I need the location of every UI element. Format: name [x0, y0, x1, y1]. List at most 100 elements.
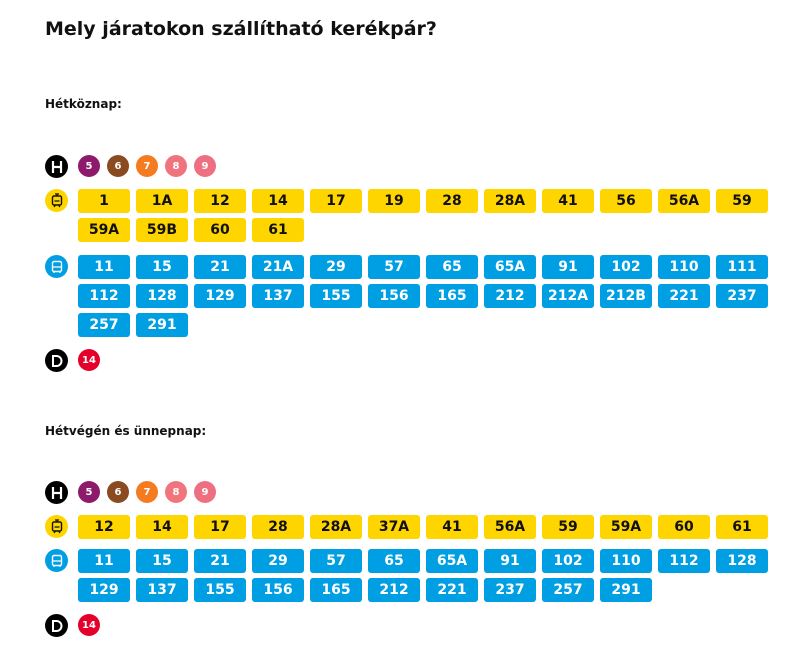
bus-line-chip: 156	[368, 284, 420, 308]
boat-line-badge: 14	[78, 614, 100, 636]
weekend-bus-chips: 11 15 21 29 57 65 65A 91 102 110 112 128 129 137 155 15…	[78, 549, 768, 602]
bus-line-chip: 129	[194, 284, 246, 308]
hev-line-badge: 6	[107, 481, 129, 503]
tram-line-chip: 59	[542, 515, 594, 539]
weekday-bus-row: 11 15 21 21A 29 57 65 65A 91 102 110 111 112 128 129 13…	[45, 255, 768, 337]
hev-line-badge: 9	[194, 481, 216, 503]
bus-line-chip: 15	[136, 255, 188, 279]
tram-line-chip: 56A	[658, 189, 710, 213]
bus-line-chip: 212B	[600, 284, 652, 308]
bus-line-chip: 112	[78, 284, 130, 308]
page-title: Mely járatokon szállítható kerékpár?	[45, 18, 437, 40]
tram-line-chip: 17	[194, 515, 246, 539]
bus-line-chip: 65	[368, 549, 420, 573]
bus-line-chip: 21	[194, 255, 246, 279]
bus-icon	[45, 549, 68, 572]
hev-line-badge: 7	[136, 481, 158, 503]
tram-line-chip: 56A	[484, 515, 536, 539]
tram-line-chip: 61	[252, 218, 304, 242]
weekday-boat-row: 14	[45, 349, 107, 372]
tram-line-chip: 59A	[78, 218, 130, 242]
weekend-tram-row: 12 14 17 28 28A 37A 41 56A 59 59A 60 61	[45, 515, 768, 539]
hev-line-badge: 5	[78, 481, 100, 503]
bus-line-chip: 129	[78, 578, 130, 602]
bus-line-chip: 156	[252, 578, 304, 602]
hev-icon	[45, 481, 68, 504]
tram-line-chip: 41	[542, 189, 594, 213]
bus-line-chip: 212A	[542, 284, 594, 308]
tram-line-chip: 1A	[136, 189, 188, 213]
bus-line-chip: 102	[600, 255, 652, 279]
boat-icon	[45, 614, 68, 637]
tram-line-chip: 19	[368, 189, 420, 213]
bus-line-chip: 15	[136, 549, 188, 573]
bus-line-chip: 65A	[426, 549, 478, 573]
bus-line-chip: 237	[484, 578, 536, 602]
bus-line-chip: 111	[716, 255, 768, 279]
hev-line-badge: 6	[107, 155, 129, 177]
weekend-boat-list: 14	[78, 614, 107, 636]
bus-line-chip: 21	[194, 549, 246, 573]
tram-icon	[45, 515, 68, 538]
bus-line-chip: 110	[600, 549, 652, 573]
tram-line-chip: 59A	[600, 515, 652, 539]
bus-line-chip: 65	[426, 255, 478, 279]
bus-line-chip: 91	[542, 255, 594, 279]
hev-line-badge: 8	[165, 481, 187, 503]
bus-line-chip: 221	[658, 284, 710, 308]
tram-line-chip: 56	[600, 189, 652, 213]
bus-line-chip: 257	[542, 578, 594, 602]
tram-icon	[45, 189, 68, 212]
bus-line-chip: 102	[542, 549, 594, 573]
tram-line-chip: 28A	[310, 515, 362, 539]
bus-line-chip: 237	[716, 284, 768, 308]
bus-line-chip: 29	[310, 255, 362, 279]
boat-icon	[45, 349, 68, 372]
tram-line-chip: 28	[426, 189, 478, 213]
tram-line-chip: 14	[136, 515, 188, 539]
bus-line-chip: 128	[136, 284, 188, 308]
tram-line-chip: 28	[252, 515, 304, 539]
tram-line-chip: 1	[78, 189, 130, 213]
bus-line-chip: 212	[484, 284, 536, 308]
bus-line-chip: 29	[252, 549, 304, 573]
tram-line-chip: 59B	[136, 218, 188, 242]
weekday-tram-chips: 1 1A 12 14 17 19 28 28A 41 56 56A 59 59A 59B 60 61	[78, 189, 768, 242]
bus-line-chip: 257	[78, 313, 130, 337]
bus-line-chip: 155	[194, 578, 246, 602]
weekend-bus-row: 11 15 21 29 57 65 65A 91 102 110 112 128 129 137 155 15…	[45, 549, 768, 602]
tram-line-chip: 60	[194, 218, 246, 242]
hev-icon	[45, 155, 68, 178]
weekend-tram-chips: 12 14 17 28 28A 37A 41 56A 59 59A 60 61	[78, 515, 768, 539]
tram-line-chip: 61	[716, 515, 768, 539]
bus-line-chip: 65A	[484, 255, 536, 279]
tram-line-chip: 60	[658, 515, 710, 539]
tram-line-chip: 28A	[484, 189, 536, 213]
tram-line-chip: 12	[78, 515, 130, 539]
bus-line-chip: 165	[310, 578, 362, 602]
bus-line-chip: 11	[78, 255, 130, 279]
bus-line-chip: 128	[716, 549, 768, 573]
tram-line-chip: 12	[194, 189, 246, 213]
boat-line-badge: 14	[78, 349, 100, 371]
weekend-boat-row: 14	[45, 614, 107, 637]
tram-line-chip: 37A	[368, 515, 420, 539]
bus-line-chip: 57	[368, 255, 420, 279]
bus-line-chip: 137	[252, 284, 304, 308]
bus-line-chip: 291	[600, 578, 652, 602]
tram-line-chip: 41	[426, 515, 478, 539]
bus-line-chip: 91	[484, 549, 536, 573]
hev-line-badge: 9	[194, 155, 216, 177]
bus-line-chip: 165	[426, 284, 478, 308]
bus-line-chip: 155	[310, 284, 362, 308]
bus-icon	[45, 255, 68, 278]
weekday-tram-row: 1 1A 12 14 17 19 28 28A 41 56 56A 59 59A 59B 60 61	[45, 189, 768, 242]
weekday-heading: Hétköznap:	[45, 97, 122, 111]
bus-line-chip: 291	[136, 313, 188, 337]
tram-line-chip: 17	[310, 189, 362, 213]
bus-line-chip: 212	[368, 578, 420, 602]
